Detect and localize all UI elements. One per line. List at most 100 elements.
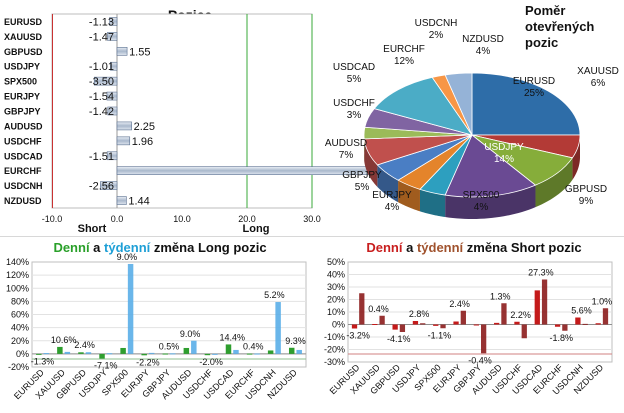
category-label-spx500: SPX500 bbox=[4, 77, 37, 87]
position-bar-gbpusd bbox=[116, 47, 128, 56]
short-change-daily-bar-usdchf bbox=[514, 321, 520, 325]
long-change-weekly-bar-eurusd bbox=[43, 353, 50, 355]
position-bar-usdjpy bbox=[110, 61, 118, 71]
pie-label-usdcnh: USDCNH bbox=[415, 18, 458, 29]
value-label-gbpjpy: -1.42 bbox=[89, 106, 114, 118]
short-change-y-tick: 30% bbox=[327, 282, 345, 292]
short-change-weekly-bar-audusd bbox=[501, 303, 507, 325]
pie-pct-gbpusd: 9% bbox=[579, 196, 594, 207]
category-label-usdcad: USDCAD bbox=[4, 151, 43, 161]
long-change-weekly-bar-gbpusd bbox=[85, 352, 92, 354]
short-change-value-label-gbpjpy: -0.4% bbox=[468, 355, 492, 365]
long-change-daily-bar-audusd bbox=[183, 347, 190, 354]
long-change-daily-bar-gbpusd bbox=[78, 352, 84, 354]
short-change-value-label-eurusd: -3.2% bbox=[346, 331, 370, 341]
long-chart-title: Denní a týdenní změna Long pozic bbox=[53, 240, 266, 255]
long-change-weekly-bar-eurchf bbox=[254, 353, 260, 355]
short-change-daily-bar-xauusd bbox=[372, 324, 378, 325]
pie-chart-title-line-1: Poměr bbox=[525, 3, 565, 18]
pie-pct-usdcad: 5% bbox=[347, 74, 362, 85]
pie-label-spx500: SPX500 bbox=[463, 190, 500, 201]
short-title-daily: Denní bbox=[366, 240, 403, 255]
long-change-y-tick: 120% bbox=[6, 270, 29, 280]
short-change-weekly-bar-spx500 bbox=[440, 324, 446, 329]
pie-slice-eurchf bbox=[373, 76, 473, 136]
positions-plot-area bbox=[51, 13, 313, 209]
long-change-value-label-eurchf: 0.4% bbox=[243, 342, 264, 352]
short-change-daily-bar-usdcad bbox=[534, 290, 540, 325]
short-change-daily-bar-eurjpy bbox=[453, 321, 459, 325]
position-bar-spx500 bbox=[93, 76, 118, 86]
pie-label-eurusd: EURUSD bbox=[513, 76, 555, 87]
short-change-daily-bar-nzdusd bbox=[595, 323, 601, 325]
long-change-weekly-bar-eurjpy bbox=[148, 352, 155, 354]
long-change-daily-bar-eurchf bbox=[246, 353, 253, 355]
value-label-gbpusd: 1.55 bbox=[129, 46, 150, 58]
position-bar-usdchf bbox=[116, 136, 131, 146]
pie-slice-side-spx500 bbox=[419, 189, 446, 218]
pie-label-eurchf: EURCHF bbox=[383, 44, 425, 55]
short-change-value-label-xauusd: 0.4% bbox=[368, 304, 389, 314]
short-change-value-label-nzdusd: 1.0% bbox=[592, 296, 613, 306]
short-change-value-label-gbpusd: -4.1% bbox=[387, 334, 411, 344]
short-change-weekly-bar-gbpjpy bbox=[481, 324, 487, 354]
category-label-eurjpy: EURJPY bbox=[4, 92, 40, 102]
long-change-value-label-usdcad: 14.4% bbox=[219, 332, 245, 342]
short-change-daily-bar-usdjpy bbox=[412, 321, 419, 325]
short-chart-title: Denní a týdenní změna Short pozic bbox=[366, 240, 581, 255]
short-change-y-tick: 40% bbox=[327, 270, 345, 280]
long-change-value-label-usdchf: -2.0% bbox=[199, 357, 223, 367]
value-label-audusd: 2.25 bbox=[134, 121, 155, 133]
pie-pct-usdjpy: 14% bbox=[494, 154, 514, 165]
category-label-gbpjpy: GBPJPY bbox=[4, 107, 41, 117]
short-change-daily-bar-gbpjpy bbox=[473, 324, 479, 326]
long-change-daily-bar-xauusd bbox=[57, 346, 63, 354]
position-bar-usdcad bbox=[106, 151, 118, 161]
position-bar-audusd bbox=[116, 121, 132, 131]
pie-pct-gbpjpy: 5% bbox=[355, 182, 370, 193]
short-title-rest: změna Short pozic bbox=[463, 240, 581, 255]
x-tick-label: 0.0 bbox=[111, 214, 124, 224]
pie-pct-nzdusd: 4% bbox=[476, 46, 491, 57]
pie-slice-side-gbpjpy bbox=[377, 164, 399, 203]
long-change-weekly-bar-usdcnh bbox=[275, 302, 281, 354]
pie-pct-eurchf: 12% bbox=[394, 56, 414, 67]
pie-slice-side-gbpusd bbox=[535, 157, 573, 208]
long-change-y-tick: 20% bbox=[11, 336, 29, 346]
short-title-weekly: týdenní bbox=[417, 240, 464, 255]
short-change-y-tick: 0% bbox=[332, 320, 345, 330]
pie-label-eurjpy: EURJPY bbox=[372, 190, 412, 201]
pie-label-xauusd: XAUUSD bbox=[577, 66, 619, 77]
category-label-audusd: AUDUSD bbox=[4, 121, 43, 131]
short-change-daily-bar-gbpusd bbox=[392, 324, 398, 330]
short-change-y-tick: -10% bbox=[324, 332, 345, 342]
pie-pct-xauusd: 6% bbox=[591, 78, 606, 89]
value-label-eurjpy: -1.54 bbox=[89, 91, 114, 103]
x-tick-label: 10.0 bbox=[173, 214, 191, 224]
short-change-weekly-bar-eurusd bbox=[359, 293, 365, 325]
short-change-y-tick: -30% bbox=[324, 357, 345, 367]
long-change-daily-bar-usdjpy bbox=[99, 353, 105, 359]
position-bar-xauusd bbox=[107, 32, 118, 41]
pie-label-gbpjpy: GBPJPY bbox=[342, 170, 382, 181]
pie-slice-eurusd bbox=[471, 72, 581, 136]
long-change-y-tick: 80% bbox=[11, 296, 29, 306]
position-bar-nzdusd bbox=[116, 196, 127, 205]
long-change-y-tick: 0% bbox=[16, 349, 29, 359]
category-label-xauusd: XAUUSD bbox=[4, 32, 43, 42]
pie-slice-side-eurjpy bbox=[398, 180, 420, 212]
short-change-weekly-bar-usdcnh bbox=[582, 323, 588, 325]
short-change-y-tick: 20% bbox=[327, 295, 345, 305]
pie-pct-spx500: 4% bbox=[474, 202, 489, 213]
position-bar-eurjpy bbox=[106, 91, 118, 101]
short-change-daily-bar-eurusd bbox=[351, 324, 358, 329]
long-change-daily-bar-usdcnh bbox=[267, 350, 274, 354]
category-label-eurusd: EURUSD bbox=[4, 17, 43, 27]
long-change-value-label-usdcnh: 5.2% bbox=[264, 290, 285, 300]
category-label-usdjpy: USDJPY bbox=[4, 62, 40, 72]
short-change-y-tick: -20% bbox=[324, 345, 345, 355]
